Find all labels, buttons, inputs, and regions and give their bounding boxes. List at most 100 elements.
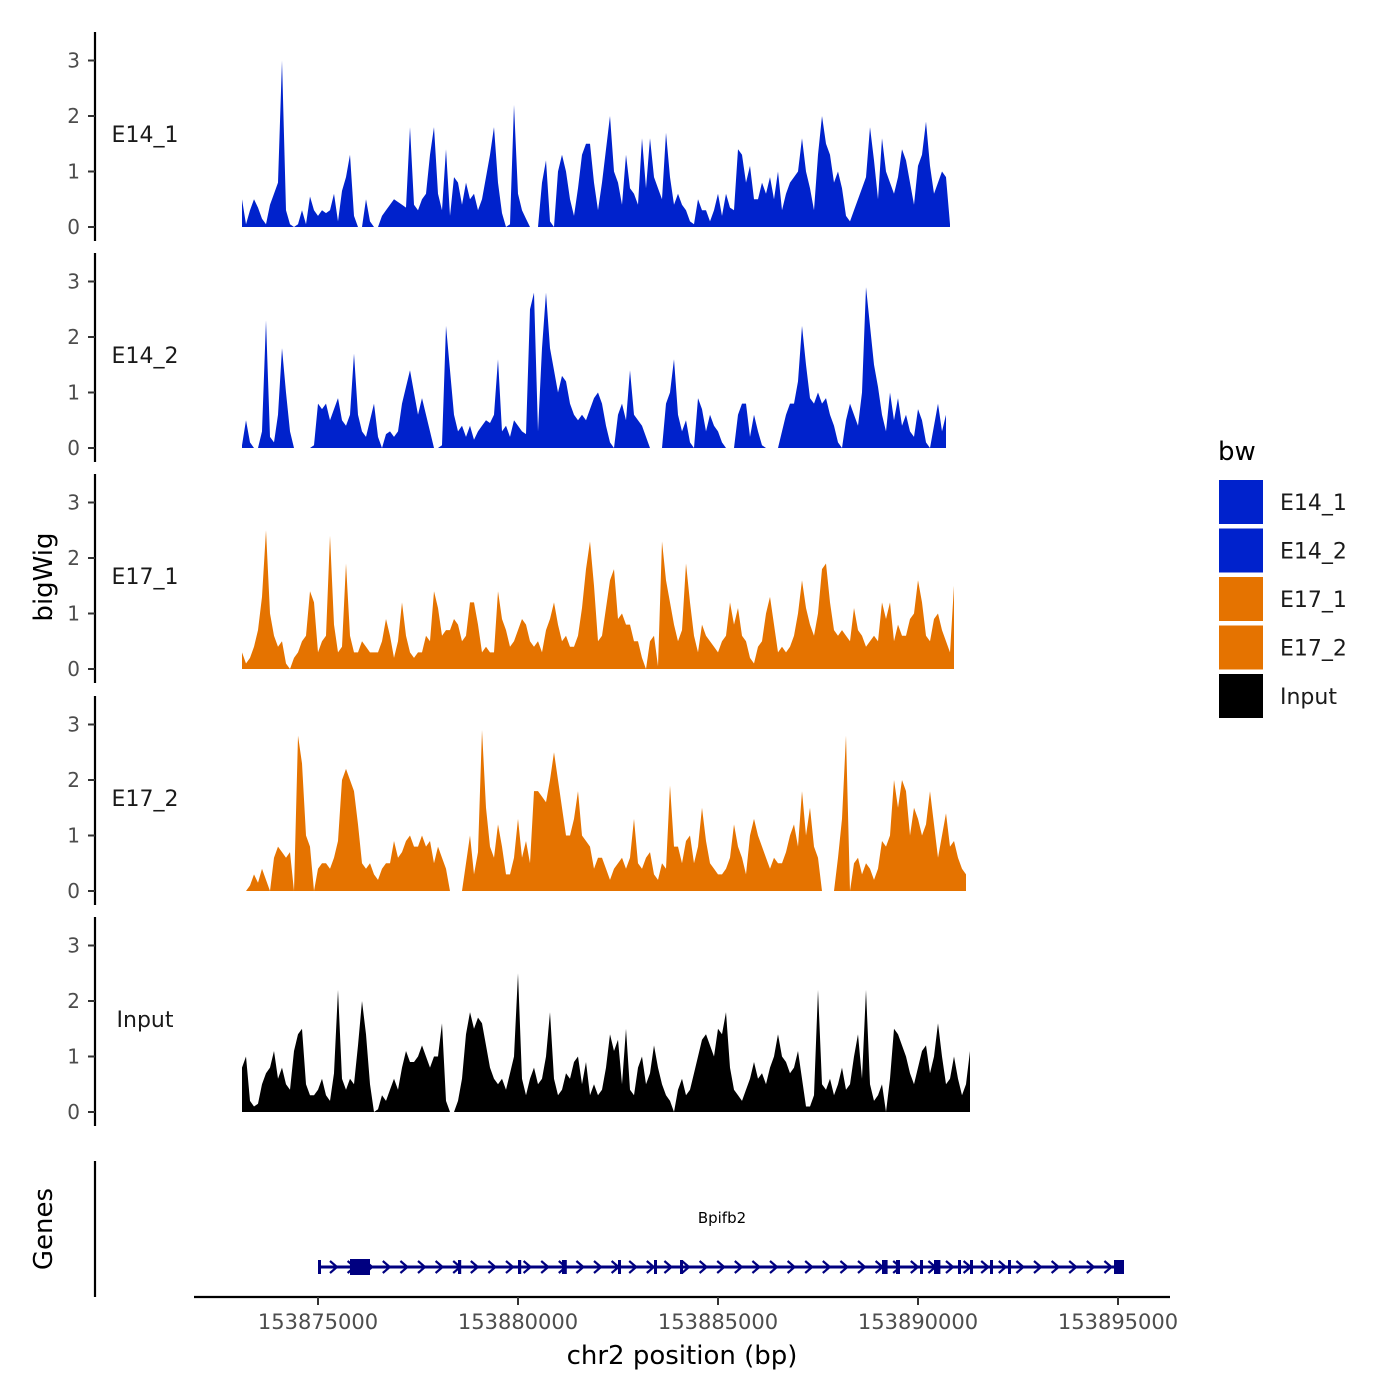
strand-arrow — [329, 1260, 339, 1274]
strand-arrow — [786, 1260, 797, 1274]
legend-label-E17_1: E17_1 — [1280, 588, 1347, 613]
exon — [920, 1260, 923, 1274]
strand-arrow — [945, 1260, 955, 1274]
x-axis: 153875000 153880000 153885000 153890000 1538… — [194, 1295, 1178, 1371]
panel-E14_1: 0 1 2 3 E14_1 — [67, 32, 950, 241]
strand-arrow — [751, 1260, 762, 1274]
exon — [680, 1260, 683, 1274]
panel-E17_1: 0 1 2 3 E17_1 — [67, 474, 954, 683]
legend-items: E14_1 E14_2 E17_1 E17_2 Input — [1219, 480, 1347, 718]
y-tick-label: 1 — [67, 602, 80, 626]
exon — [1114, 1260, 1124, 1274]
y-tick-label: 0 — [67, 215, 80, 239]
y-tick-label: 2 — [67, 989, 80, 1013]
y-tick-label: 0 — [67, 436, 80, 460]
y-axis-title: bigWig — [29, 532, 59, 621]
strand-arrow — [681, 1260, 691, 1274]
strand-arrow — [769, 1260, 779, 1274]
gene-panel: Genes Bpifb2 — [29, 1161, 1124, 1297]
strand-arrow — [980, 1260, 990, 1274]
y-tick-label: 1 — [67, 1045, 80, 1069]
strand-arrow — [417, 1260, 427, 1274]
legend-label-Input: Input — [1280, 685, 1337, 710]
strand-arrow — [593, 1260, 603, 1274]
strand-arrow — [628, 1260, 638, 1274]
y-tick-label: 1 — [67, 381, 80, 405]
strand-arrow — [839, 1260, 850, 1274]
strand-arrow — [998, 1260, 1008, 1274]
x-ticks: 153875000 153880000 153885000 153890000 1538… — [258, 1297, 1178, 1334]
exon — [896, 1260, 900, 1274]
legend: bw E14_1 E14_2 E17_1 E17_2 Input — [1218, 437, 1347, 718]
signal-area-E17_2 — [242, 730, 966, 891]
exon — [654, 1260, 657, 1274]
signal-area-E14_2 — [242, 287, 946, 448]
y-tick-label: 1 — [67, 160, 80, 184]
gene-label: Bpifb2 — [698, 1209, 746, 1227]
strand-arrow — [857, 1260, 867, 1274]
exon — [518, 1260, 522, 1274]
bigwig-panels: 0 1 2 3 E14_1 0 1 2 3 E14_2 0 1 2 3 E17_1 0 1 2 3 E17_2 0 1 2 3… — [67, 32, 970, 1126]
strand-arrow — [734, 1260, 744, 1274]
strand-arrow — [434, 1260, 445, 1274]
y-tick-label: 1 — [67, 824, 80, 848]
strand-arrow — [1050, 1260, 1061, 1274]
y-tick-label: 2 — [67, 546, 80, 570]
x-tick-label: 153890000 — [858, 1310, 978, 1334]
legend-key-E14_2 — [1219, 528, 1263, 573]
exon — [458, 1260, 462, 1274]
strand-arrow — [1033, 1260, 1043, 1274]
exon — [934, 1260, 941, 1274]
y-tick-label: 2 — [67, 104, 80, 128]
strand-arrow — [505, 1260, 515, 1274]
x-axis-title: chr2 position (bp) — [567, 1341, 798, 1371]
legend-title: bw — [1218, 437, 1256, 467]
legend-key-E17_1 — [1219, 577, 1263, 621]
genes-panel-label: Genes — [29, 1188, 59, 1270]
x-tick-label: 153875000 — [258, 1310, 378, 1334]
exon — [882, 1260, 888, 1274]
panel-label: E17_1 — [112, 565, 179, 590]
legend-key-E17_2 — [1219, 625, 1263, 670]
y-tick-label: 3 — [67, 270, 80, 294]
exon — [350, 1259, 370, 1275]
legend-label-E14_1: E14_1 — [1280, 491, 1347, 516]
strand-arrow — [910, 1260, 920, 1274]
exon — [970, 1260, 973, 1274]
signal-area-E17_1 — [242, 530, 954, 669]
x-tick-label: 153885000 — [658, 1310, 778, 1334]
exon — [318, 1260, 321, 1274]
panel-label: E17_2 — [112, 787, 179, 812]
panel-Input: 0 1 2 3 Input — [67, 917, 970, 1126]
legend-label-E14_2: E14_2 — [1280, 540, 1347, 565]
exon — [1008, 1260, 1011, 1274]
y-tick-label: 0 — [67, 657, 80, 681]
strand-arrow — [399, 1260, 410, 1274]
panel-label: E14_2 — [112, 344, 179, 369]
panel-label: Input — [117, 1008, 174, 1033]
gene-model — [318, 1259, 1124, 1275]
signal-area-E14_1 — [242, 60, 950, 227]
strand-arrow — [1068, 1260, 1078, 1274]
exon — [562, 1260, 567, 1274]
legend-key-E14_1 — [1219, 480, 1263, 524]
y-tick-label: 3 — [67, 49, 80, 73]
y-tick-label: 0 — [67, 879, 80, 903]
strand-arrow — [804, 1260, 814, 1274]
signal-area-Input — [242, 973, 970, 1112]
legend-label-E17_2: E17_2 — [1280, 637, 1347, 662]
panel-E17_2: 0 1 2 3 E17_2 — [67, 696, 966, 905]
strand-arrow — [1015, 1260, 1026, 1274]
exon — [958, 1260, 961, 1274]
exon — [618, 1260, 621, 1274]
strand-arrow — [487, 1260, 498, 1274]
y-tick-label: 2 — [67, 325, 80, 349]
strand-arrow — [382, 1260, 392, 1274]
strand-arrow — [892, 1260, 902, 1274]
y-tick-label: 3 — [67, 491, 80, 515]
strand-arrow — [716, 1260, 726, 1274]
panel-E14_2: 0 1 2 3 E14_2 — [67, 253, 946, 462]
strand-arrow — [646, 1260, 656, 1274]
strand-arrow — [1103, 1260, 1114, 1274]
